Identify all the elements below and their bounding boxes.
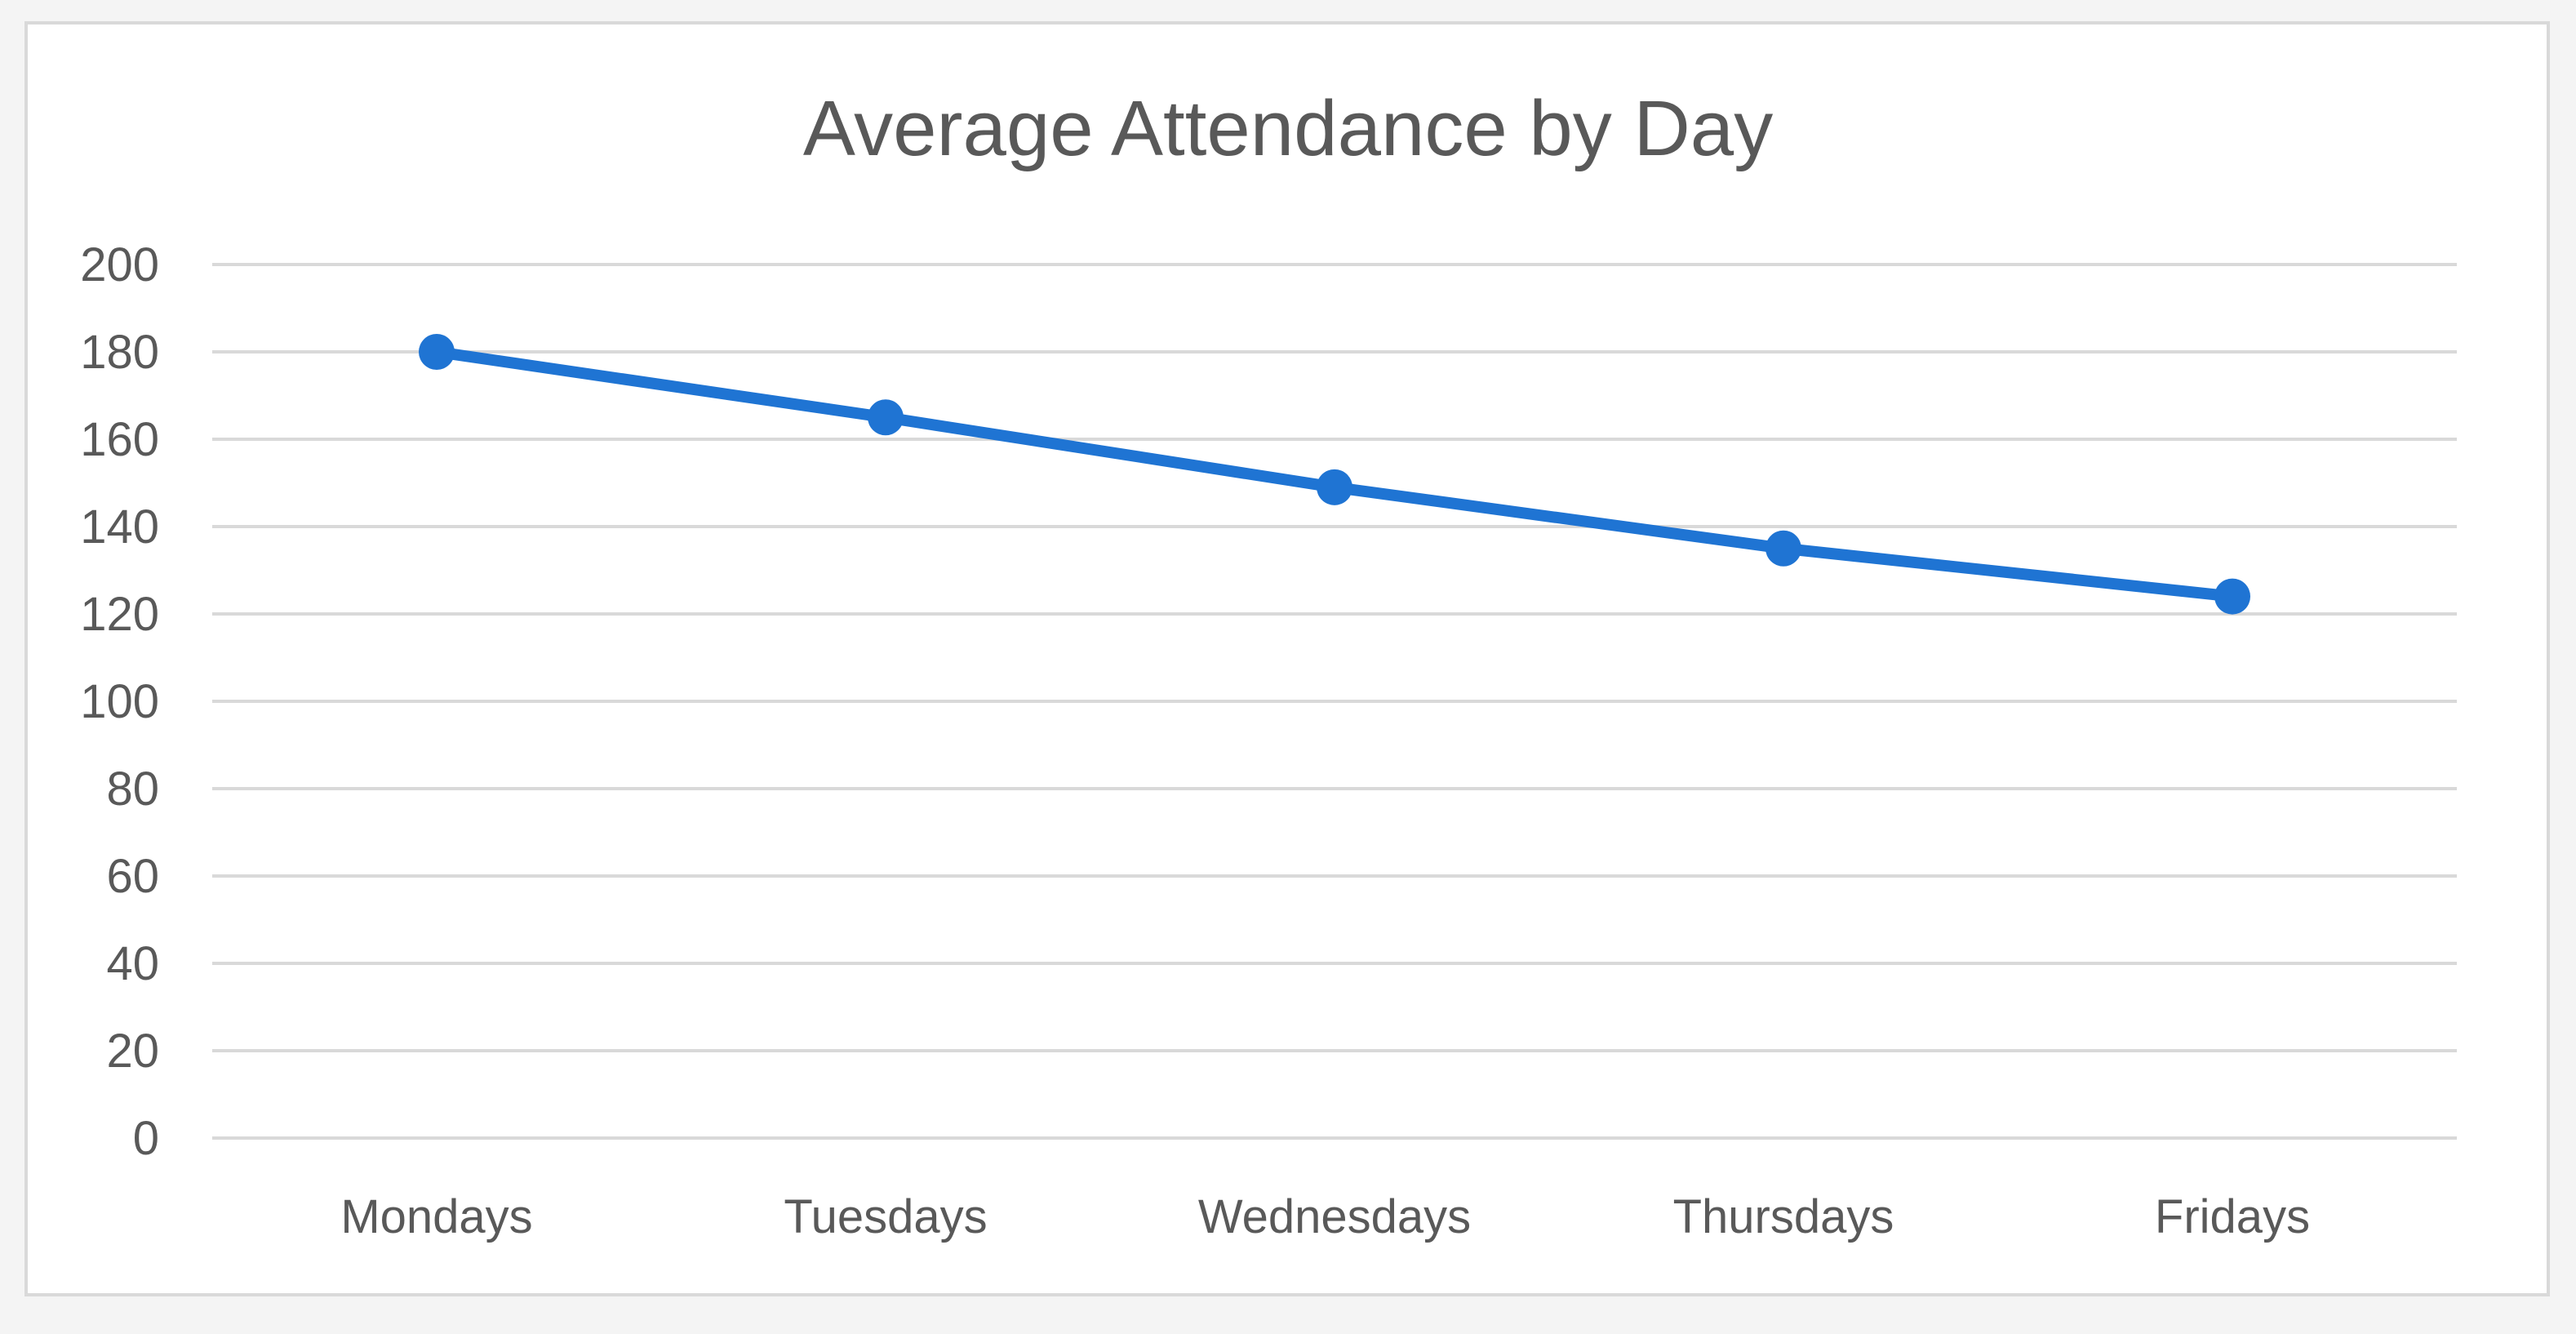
data-point-marker [419, 334, 455, 370]
y-tick-label: 80 [106, 763, 159, 816]
y-tick-label: 200 [80, 238, 159, 291]
series-layer [419, 334, 2250, 615]
y-tick-label: 20 [106, 1025, 159, 1078]
y-tick-label: 140 [80, 500, 159, 554]
x-tick-label: Thursdays [1673, 1190, 1894, 1243]
data-point-marker [1765, 530, 1801, 567]
x-tick-label: Tuesdays [784, 1190, 987, 1243]
gridlines [212, 263, 2457, 1140]
x-tick-label: Mondays [340, 1190, 532, 1243]
y-tick-label: 60 [106, 850, 159, 903]
data-point-marker [1317, 469, 1352, 505]
chart-title: Average Attendance by Day [803, 85, 1773, 172]
y-axis-tick-labels: 0 20 40 60 80 100 120 140 160 180 200 [80, 238, 159, 1165]
y-tick-label: 180 [80, 326, 159, 379]
y-tick-label: 160 [80, 413, 159, 466]
y-tick-label: 40 [106, 937, 159, 990]
y-tick-label: 120 [80, 588, 159, 641]
data-point-marker [868, 399, 904, 436]
y-tick-label: 0 [133, 1112, 159, 1165]
x-axis-tick-labels: Mondays Tuesdays Wednesdays Thursdays Friday… [340, 1190, 2310, 1243]
x-tick-label: Wednesdays [1198, 1190, 1471, 1243]
data-point-marker [2214, 578, 2250, 615]
y-tick-label: 100 [80, 675, 159, 728]
chart-frame [24, 21, 2550, 1296]
x-tick-label: Fridays [2155, 1190, 2310, 1243]
